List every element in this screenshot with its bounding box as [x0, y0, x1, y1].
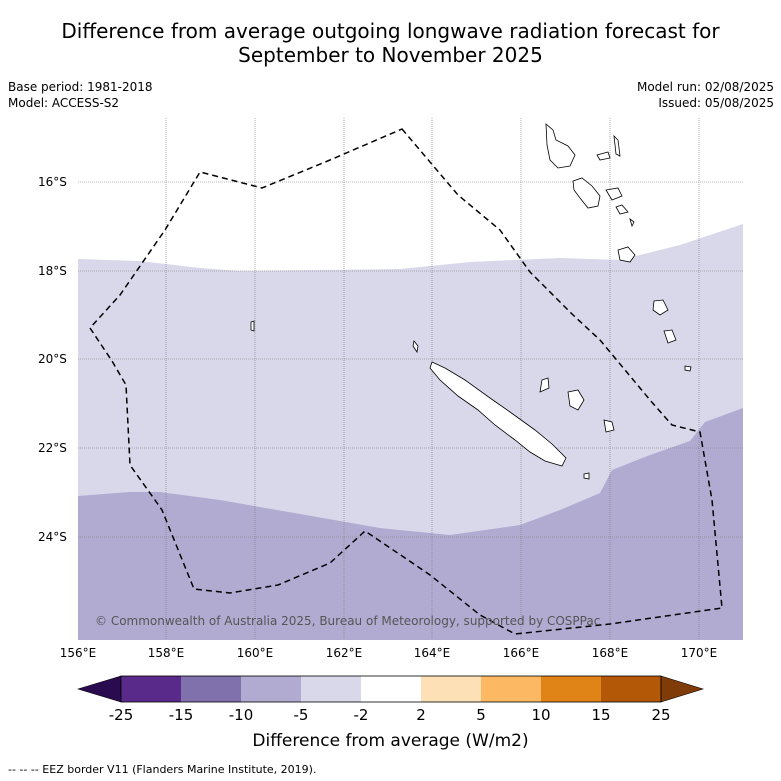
colorbar-bin-8 — [541, 676, 601, 702]
colorbar-tick-label: 25 — [651, 706, 671, 724]
lon-label-156e: 156°E — [59, 646, 97, 660]
colorbar-extend-high — [660, 675, 705, 703]
lon-label-170e: 170°E — [680, 646, 718, 660]
colorbar-tick-label: -10 — [228, 706, 254, 724]
title-line-1: Difference from average outgoing longwav… — [61, 19, 720, 43]
map-area — [78, 118, 743, 640]
title-line-2: September to November 2025 — [238, 43, 543, 67]
lon-label-162e: 162°E — [325, 646, 363, 660]
lat-label-22s: 22°S — [38, 441, 67, 455]
meta-left: Base period: 1981-2018 Model: ACCESS-S2 — [8, 79, 153, 111]
colorbar-tick-label: 15 — [591, 706, 611, 724]
colorbar-bin-4 — [301, 676, 361, 702]
model-name: Model: ACCESS-S2 — [8, 96, 120, 110]
base-period: Base period: 1981-2018 — [8, 80, 153, 94]
islands-new-caledonia — [250, 320, 615, 480]
colorbar-tick-label: 5 — [476, 706, 486, 724]
colorbar-tick-label: 10 — [531, 706, 551, 724]
lon-label-160e: 160°E — [236, 646, 274, 660]
colorbar-title: Difference from average (W/m2) — [252, 731, 529, 751]
graticule — [78, 118, 743, 640]
colorbar-tick-label: -25 — [108, 706, 134, 724]
lon-label-168e: 168°E — [591, 646, 629, 660]
lat-label-24s: 24°S — [38, 530, 67, 544]
copyright-text: © Commonwealth of Australia 2025, Bureau… — [95, 614, 601, 628]
colorbar-frame — [120, 675, 662, 703]
map-title: Difference from average outgoing longwav… — [0, 19, 781, 67]
lon-label-166e: 166°E — [502, 646, 540, 660]
lat-label-20s: 20°S — [38, 352, 67, 366]
issued-date: Issued: 05/08/2025 — [658, 96, 774, 110]
colorbar-tick-label: -2 — [353, 706, 369, 724]
colorbar-bin-9 — [601, 676, 661, 702]
meta-right: Model run: 02/08/2025 Issued: 05/08/2025 — [637, 79, 774, 111]
model-run: Model run: 02/08/2025 — [636, 80, 774, 94]
colorbar-bin-1 — [121, 676, 181, 702]
islands-vanuatu — [545, 123, 692, 372]
colorbar-tick-label: 2 — [416, 706, 426, 724]
colorbar-bin-7 — [481, 676, 541, 702]
lon-label-164e: 164°E — [413, 646, 451, 660]
eez-footnote: -- -- -- EEZ border V11 (Flanders Marine… — [8, 763, 317, 776]
colorbar — [76, 675, 705, 703]
colorbar-bin-5 — [361, 676, 421, 702]
lat-label-18s: 18°S — [38, 264, 67, 278]
colorbar-tick-label: -15 — [168, 706, 194, 724]
colorbar-extend-low — [76, 675, 122, 703]
lon-label-158e: 158°E — [147, 646, 185, 660]
colorbar-tick-label: -5 — [293, 706, 309, 724]
anomaly-band-medium — [78, 408, 743, 640]
eez-border — [89, 128, 723, 635]
colorbar-bin-3 — [241, 676, 301, 702]
colorbar-bin-2 — [181, 676, 241, 702]
lat-label-16s: 16°S — [38, 175, 67, 189]
colorbar-bin-6 — [421, 676, 481, 702]
